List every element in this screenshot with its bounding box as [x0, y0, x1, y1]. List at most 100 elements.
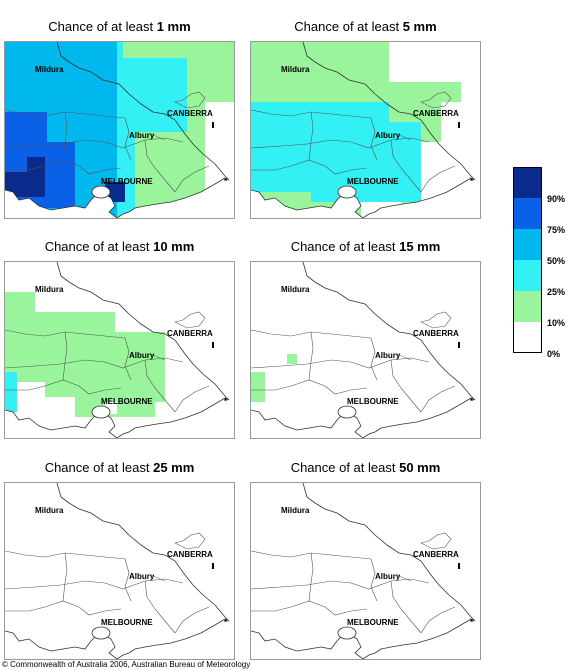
rainfall-map: Mildura CANBERRA Albury MELBOURNE * [4, 41, 235, 219]
panel-title: Chance of at least 5 mm [294, 19, 437, 34]
place-label-canberra: CANBERRA [167, 550, 213, 559]
place-label-mildura: Mildura [35, 285, 64, 294]
legend-swatch-25 [513, 260, 542, 291]
district-boundary [62, 331, 68, 381]
cape-howe-mark: * [470, 618, 474, 627]
district-boundary [174, 165, 210, 193]
coastline [5, 177, 230, 218]
place-label-melbourne: MELBOURNE [347, 397, 399, 406]
map-svg: Mildura CANBERRA Albury MELBOURNE * [251, 42, 480, 218]
state-border [302, 483, 476, 622]
canberra-marker [212, 342, 214, 348]
district-boundary [144, 359, 176, 413]
place-label-mildura: Mildura [35, 506, 64, 515]
district-boundary [370, 558, 378, 602]
probability-shading [5, 292, 165, 427]
place-label-albury: Albury [375, 572, 401, 581]
legend-label-90: 90% [547, 194, 566, 204]
panel-title: Chance of at least 25 mm [44, 460, 195, 475]
cape-howe-mark: * [470, 177, 474, 186]
map-svg: Mildura CANBERRA Albury MELBOURNE * [251, 262, 476, 438]
legend-label-10: 10% [547, 318, 566, 328]
port-phillip-bay [337, 405, 357, 419]
coastline [5, 397, 230, 438]
district-boundary [420, 385, 456, 413]
district-boundary [174, 385, 210, 413]
legend-swatch-0 [513, 322, 542, 353]
act-boundary [174, 532, 206, 550]
district-boundary [124, 337, 132, 381]
coastline [5, 618, 230, 659]
district-boundary [370, 337, 378, 381]
rainfall-map: Mildura CANBERRA Albury MELBOURNE * [4, 482, 235, 660]
place-label-canberra: CANBERRA [167, 109, 213, 118]
probability-cell [5, 372, 17, 412]
place-label-albury: Albury [375, 351, 401, 360]
cape-howe-mark: * [224, 618, 228, 627]
probability-cell [287, 354, 297, 364]
state-border [302, 262, 476, 401]
district-boundary [5, 357, 184, 369]
district-boundary [370, 117, 378, 161]
probability-cell [251, 372, 265, 402]
place-label-melbourne: MELBOURNE [347, 618, 399, 627]
port-phillip-bay [91, 626, 111, 640]
coastline [251, 177, 476, 218]
river [150, 133, 166, 141]
probability-cell [5, 132, 27, 172]
act-boundary [420, 91, 452, 109]
place-label-mildura: Mildura [281, 285, 310, 294]
district-boundary [251, 159, 368, 175]
coastline [251, 397, 476, 438]
district-boundary [5, 159, 122, 175]
probability-cell [389, 42, 480, 82]
district-boundary [251, 357, 430, 369]
map-svg: Mildura CANBERRA Albury MELBOURNE * [5, 262, 230, 438]
place-label-mildura: Mildura [281, 506, 310, 515]
coastline [251, 618, 476, 659]
river [150, 353, 166, 361]
district-boundary [251, 578, 430, 590]
river [396, 353, 412, 361]
cape-howe-mark: * [470, 397, 474, 406]
cape-howe-mark: * [224, 397, 228, 406]
act-boundary [174, 91, 206, 109]
panel-title: Chance of at least 15 mm [290, 239, 441, 254]
district-boundary [124, 117, 132, 161]
district-boundary [251, 137, 430, 149]
place-label-mildura: Mildura [35, 65, 64, 74]
district-boundary [5, 137, 184, 149]
port-phillip-bay [337, 626, 357, 640]
canberra-marker [458, 122, 460, 128]
probability-shading [5, 42, 234, 218]
state-border [56, 42, 230, 181]
place-label-albury: Albury [129, 131, 155, 140]
act-boundary [420, 532, 452, 550]
map-svg: Mildura CANBERRA Albury MELBOURNE * [5, 483, 230, 659]
port-phillip-bay [337, 185, 357, 199]
copyright-text: © Commonwealth of Australia 2006, Austra… [2, 660, 251, 669]
panel-title: Chance of at least 10 mm [44, 239, 195, 254]
district-boundary [251, 379, 368, 395]
port-phillip-bay [91, 405, 111, 419]
district-boundary [390, 580, 422, 634]
probability-cell [35, 397, 75, 427]
district-boundary [420, 606, 456, 634]
district-boundary [5, 578, 184, 590]
district-boundary [308, 552, 314, 602]
rainfall-map: Mildura CANBERRA Albury MELBOURNE * [4, 261, 235, 439]
district-boundary [174, 606, 210, 634]
district-boundary [5, 379, 122, 395]
legend-swatch-10 [513, 291, 542, 322]
place-label-albury: Albury [375, 131, 401, 140]
map-svg: Mildura CANBERRA Albury MELBOURNE * [251, 483, 476, 659]
district-boundary [390, 139, 422, 193]
district-boundary [390, 359, 422, 413]
place-label-mildura: Mildura [281, 65, 310, 74]
district-boundary [144, 139, 176, 193]
place-label-canberra: CANBERRA [413, 329, 459, 338]
probability-shading [251, 354, 297, 402]
district-boundary [251, 600, 368, 616]
river [150, 574, 166, 582]
place-label-melbourne: MELBOURNE [101, 397, 153, 406]
